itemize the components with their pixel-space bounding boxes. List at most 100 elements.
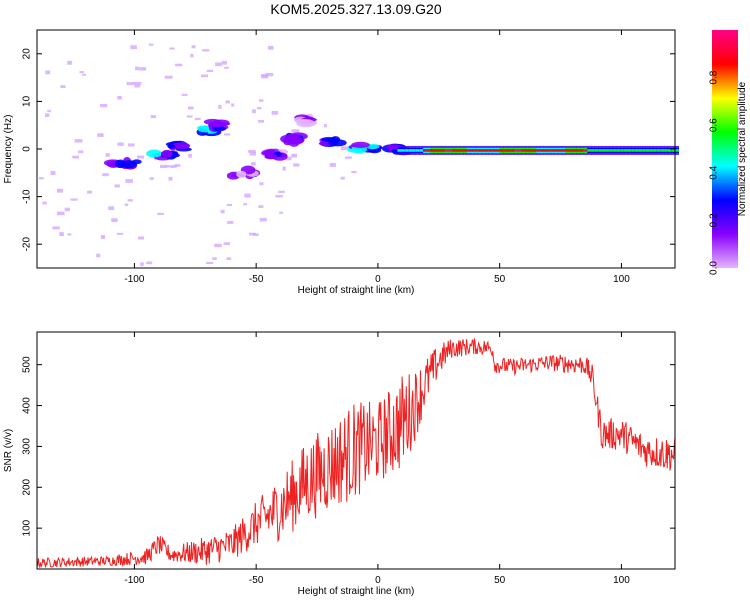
spec-speckle: [340, 146, 348, 150]
spec-ridge-core: [474, 149, 479, 152]
spec-blob: [212, 121, 224, 128]
spec-blob: [212, 125, 227, 132]
spec-speckle: [67, 60, 72, 65]
spec-ridge-core: [481, 149, 486, 152]
snr-xtick-label: 50: [494, 575, 506, 586]
spec-ridge-core: [499, 149, 504, 152]
spec-ridge-core: [569, 149, 574, 152]
spec-speckle: [271, 110, 279, 115]
spec-ridge-core: [539, 149, 544, 152]
spec-ridge-core: [401, 149, 406, 152]
spec-speckle: [105, 153, 110, 157]
spec-ridge-core: [590, 149, 595, 152]
colorbar-tick-label: 0.8: [709, 70, 720, 84]
spec-blob: [321, 137, 332, 142]
spec-ridge-core: [601, 149, 606, 152]
spec-ridge-core: [554, 149, 559, 152]
spec-speckle: [291, 129, 300, 133]
spec-speckle: [279, 211, 283, 214]
spec-ridge-core: [642, 149, 647, 152]
spec-speckle: [181, 93, 188, 96]
spec-speckle: [148, 43, 154, 46]
spec-speckle: [223, 242, 230, 245]
spec-speckle: [243, 203, 248, 206]
spec-xtick-label: 0: [375, 274, 381, 285]
spec-ridge-core: [543, 149, 548, 152]
spec-ridge-core: [627, 149, 632, 152]
spec-ridge-core: [448, 149, 453, 152]
spec-speckle: [252, 109, 256, 114]
spec-ridge-core: [528, 149, 533, 152]
spec-speckle: [275, 195, 283, 198]
spec-speckle: [168, 176, 173, 181]
spec-ridge-core: [634, 149, 639, 152]
spec-speckle: [212, 257, 217, 260]
spec-ridge-core: [532, 149, 537, 152]
spec-speckle: [74, 139, 83, 143]
spec-ridge-core: [565, 149, 570, 152]
spec-speckle: [56, 211, 65, 216]
spec-ridge-core: [605, 149, 610, 152]
spec-speckle: [79, 71, 84, 74]
spec-ridge-core: [649, 149, 654, 152]
spec-blob: [264, 153, 278, 160]
spec-blob: [146, 149, 163, 158]
spec-ridge-core: [463, 149, 468, 152]
spec-ridge-core: [664, 149, 669, 152]
spec-speckle: [139, 67, 147, 71]
spec-speckle: [188, 153, 192, 158]
spec-speckle: [285, 156, 292, 161]
spec-ridge-core: [397, 149, 402, 152]
spec-xtick-label: 50: [494, 274, 506, 285]
spec-speckle: [226, 203, 233, 207]
spec-ridge-core: [675, 149, 679, 152]
spec-speckle: [265, 72, 274, 77]
spec-speckle: [259, 99, 264, 102]
spec-speckle: [227, 220, 234, 224]
snr-xtick-label: 100: [613, 575, 630, 586]
spec-ytick-label: 20: [22, 48, 33, 60]
spec-speckle: [45, 70, 51, 75]
spec-speckle: [42, 201, 47, 205]
spec-ridge-core: [415, 149, 420, 152]
spec-ridge-core: [404, 149, 409, 152]
spec-speckle: [329, 162, 336, 167]
snr-ytick-label: 400: [22, 397, 33, 414]
spec-speckle: [124, 203, 129, 206]
spec-ridge-core: [550, 149, 555, 152]
colorbar-tick-label: 0.2: [709, 213, 720, 227]
spec-ridge-core: [616, 149, 621, 152]
spec-speckle: [82, 73, 87, 76]
spec-speckle: [96, 253, 101, 258]
spec-speckle: [220, 209, 225, 214]
spec-speckle: [278, 190, 285, 193]
spec-ytick-label: -20: [22, 237, 33, 252]
spec-xtick-label: -100: [124, 274, 144, 285]
spec-ridge-core: [426, 149, 431, 152]
spec-speckle: [138, 236, 144, 240]
spec-ridge-core: [459, 149, 464, 152]
spec-ridge-core: [433, 149, 438, 152]
spec-speckle: [149, 177, 154, 180]
spec-ridge-core: [419, 149, 424, 152]
spec-ridge-core: [572, 149, 577, 152]
spec-speckle: [259, 217, 267, 222]
snr-xlabel: Height of straight line (km): [298, 586, 415, 597]
spec-ridge-core: [521, 149, 526, 152]
spec-speckle: [130, 45, 137, 50]
spec-speckle: [223, 133, 231, 136]
spec-ridge-core: [671, 149, 676, 152]
spec-speckle: [169, 47, 175, 50]
colorbar-fill: [712, 30, 738, 268]
spec-ridge-core: [470, 149, 475, 152]
spec-speckle: [44, 113, 50, 117]
spec-speckle: [102, 173, 109, 177]
spec-ridge-core: [492, 149, 497, 152]
spec-ridge-core: [558, 149, 563, 152]
spec-speckle: [191, 45, 196, 49]
snr-ytick-label: 300: [22, 438, 33, 455]
spec-speckle: [214, 243, 222, 248]
spec-speckle: [224, 66, 229, 69]
spec-ridge-core: [485, 149, 490, 152]
spec-speckle: [244, 193, 251, 198]
